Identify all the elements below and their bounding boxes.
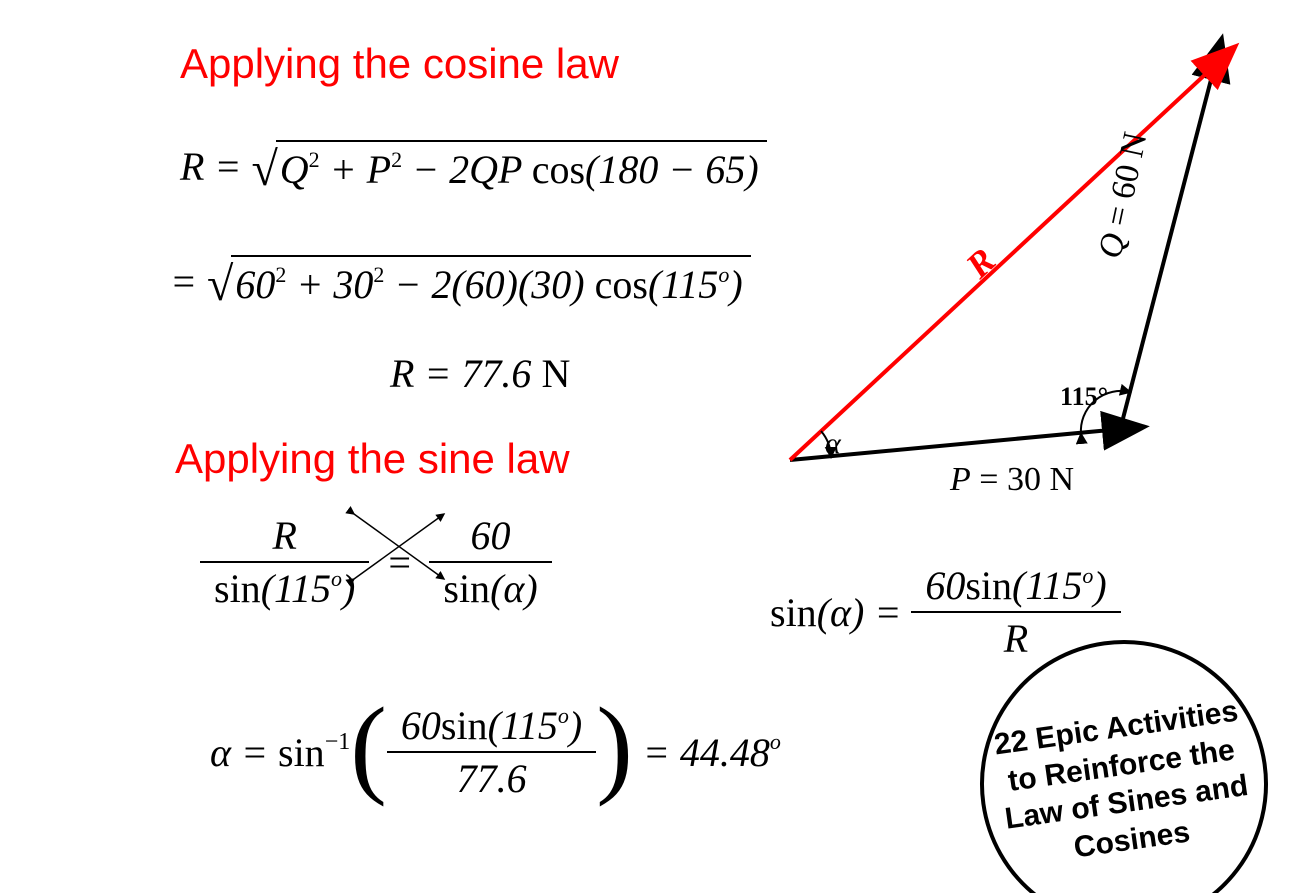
sin-alpha-equation: sin(α) = 60sin(115o) R — [770, 560, 1121, 664]
alpha-label: α — [825, 427, 842, 460]
vector-Q — [1120, 72, 1213, 430]
stamp-text: 22 Epic Activities to Reinforce the Law … — [975, 690, 1273, 878]
alpha-frac-den: 77.6 — [443, 753, 541, 804]
ratio-right-num: 60 — [457, 510, 525, 561]
cosine-eq-line2: = √ 602 + 302 − 2(60)(30) cos(115o) — [170, 255, 751, 308]
vector-R — [790, 70, 1210, 460]
sine-proportion: R sin(115o) = 60 sin(α) — [200, 510, 552, 614]
cosine-result: R = 77.6 N — [390, 350, 570, 397]
ratio-left-num: R — [258, 510, 310, 561]
angle-115-label: 115° — [1060, 382, 1108, 411]
Q-label: Q = 60 N — [1092, 129, 1155, 262]
R-label: R — [957, 240, 1003, 286]
cosine-law-heading: Applying the cosine law — [180, 40, 619, 88]
alpha-solution: α = sin−1 ( 60sin(115o) 77.6 ) = 44.48o — [210, 700, 781, 804]
sin-alpha-den: R — [990, 613, 1042, 664]
P-label: P = 30 N — [949, 461, 1074, 498]
force-triangle-diagram: R Q = 60 N P = 30 N 115° α — [760, 30, 1280, 520]
sine-law-heading: Applying the sine law — [175, 435, 570, 483]
cosine-eq-line1: R = √ Q2 + P2 − 2QP cos(180 − 65) — [180, 140, 767, 193]
